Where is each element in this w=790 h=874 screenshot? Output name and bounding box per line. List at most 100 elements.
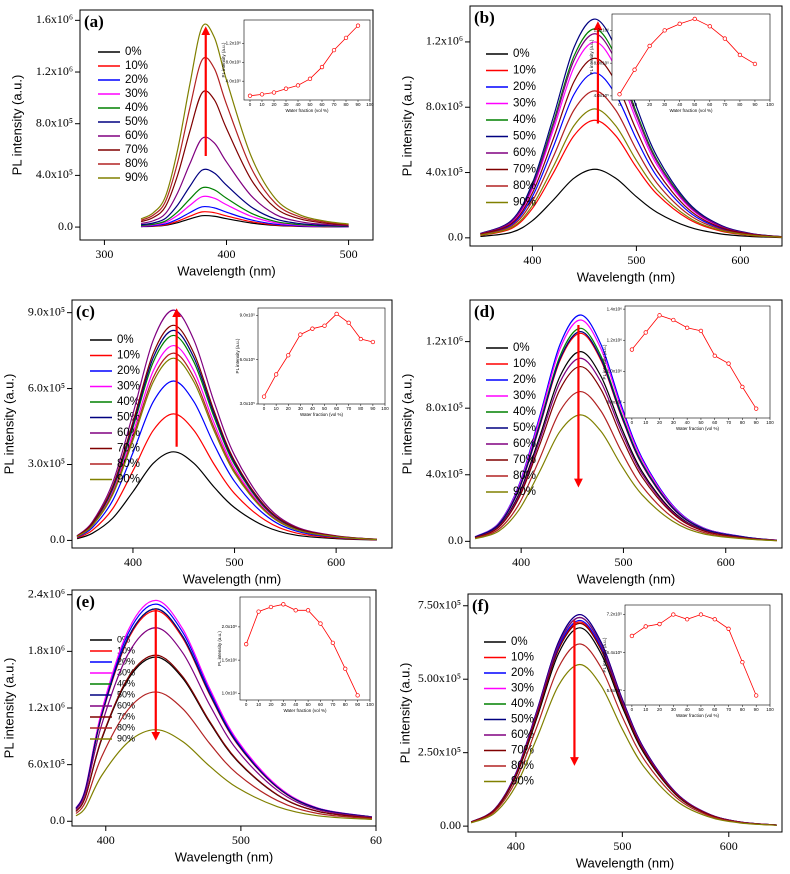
inset-x-tick-label: 90	[370, 406, 376, 411]
inset-x-tick-label: 80	[343, 102, 349, 107]
inset-y-tick-label: 2.0x10⁶	[222, 624, 238, 629]
legend-label: 30%	[513, 98, 536, 110]
legend-label: 30%	[511, 683, 534, 695]
y-tick-label: 0.0	[50, 532, 65, 546]
inset-point	[355, 693, 360, 698]
inset-point	[318, 621, 323, 626]
x-tick-label: 600	[717, 555, 735, 569]
legend-label: 80%	[513, 180, 536, 192]
inset-x-tick-label: 50	[698, 707, 704, 712]
legend-label: 0%	[125, 46, 142, 58]
inset-x-tick-label: 30	[662, 102, 668, 107]
y-tick-label: 2.50x10⁵	[418, 744, 461, 758]
inset-x-title: Water fraction (vol %)	[283, 708, 327, 713]
legend-label: 60%	[511, 729, 534, 741]
legend-label: 0%	[511, 636, 528, 648]
inset-point	[671, 612, 676, 617]
legend-label: 90%	[117, 733, 135, 743]
legend-label: 90%	[513, 197, 536, 209]
inset-point	[322, 323, 327, 328]
inset-point	[268, 604, 274, 610]
inset-x-tick-label: 90	[754, 420, 760, 425]
inset-x-tick-label: 70	[722, 102, 728, 107]
inset-x-tick-label: 50	[322, 406, 328, 411]
inset-line	[249, 25, 359, 97]
x-tick-label: 400	[523, 253, 541, 267]
legend-label: 90%	[513, 486, 536, 498]
inset-x-tick-label: 10	[274, 406, 280, 411]
inset-point	[692, 16, 697, 22]
legend-label: 40%	[511, 698, 534, 710]
y-tick-label: 8.0x10⁵	[36, 115, 73, 129]
inset-point	[343, 666, 348, 671]
spectrum-line	[140, 136, 349, 227]
spectrum-line	[140, 56, 349, 226]
panel-label: (d)	[474, 302, 495, 321]
inset-point	[740, 659, 745, 665]
spectrum-line	[470, 622, 777, 826]
y-axis-title: PL intensity (a.u.)	[399, 374, 414, 475]
inset-point	[629, 347, 635, 352]
inset-point	[671, 317, 676, 323]
y-tick-label: 6.0x10⁵	[28, 380, 65, 394]
inset-point	[295, 83, 301, 88]
legend-label: 60%	[513, 438, 536, 450]
inset-point	[752, 61, 758, 67]
inset-x-tick-label: 70	[346, 406, 352, 411]
x-axis-title: Wavelength (nm)	[175, 849, 274, 864]
inset-x-tick-label: 60	[712, 707, 718, 712]
inset-y-tick-label: 3.0x10⁵	[240, 401, 256, 406]
inset-x-tick-label: 10	[643, 707, 649, 712]
y-tick-label: 1.6x10⁶	[36, 12, 73, 26]
inset-point	[305, 608, 311, 613]
inset-y-title: PL intensity (a.u.)	[602, 637, 607, 672]
inset-point	[247, 93, 253, 98]
plot-frame	[469, 5, 783, 247]
y-tick-label: 5.00x10⁵	[418, 671, 461, 685]
inset-point	[310, 326, 315, 331]
y-tick-label: 0.0	[58, 219, 73, 233]
legend-label: 40%	[117, 678, 135, 688]
inset-x-tick-label: 90	[752, 102, 758, 107]
x-tick-label: 60	[370, 833, 382, 847]
inset-y-title: PL intensity (a.u.)	[589, 39, 594, 74]
x-tick-label: 400	[507, 839, 525, 853]
legend-label: 10%	[513, 358, 536, 370]
inset-point	[617, 92, 622, 97]
spectrum-line	[76, 451, 377, 541]
legend-label: 50%	[117, 412, 140, 424]
legend-label: 10%	[511, 652, 534, 664]
inset-x-tick-label: 0	[245, 702, 248, 707]
inset-x-title: Water fraction (vol %)	[676, 713, 720, 718]
inset-x-tick-label: 40	[685, 420, 691, 425]
panel: 400 500 6000.03.0x10⁵6.0x10⁵9.0x10⁵Wavelen…	[1, 299, 393, 586]
inset-y-tick-label: 1.2x10⁶	[226, 41, 242, 46]
inset-point	[643, 330, 648, 335]
x-axis-title: Wavelength (nm)	[577, 269, 676, 284]
inset-frame	[611, 13, 771, 101]
spectrum-line	[480, 108, 783, 238]
y-axis-title: PL intensity (a.u.)	[399, 76, 414, 177]
inset-point	[330, 640, 336, 646]
x-tick-label: 500	[627, 253, 645, 267]
panel: 400 500 6000.04.0x10⁵8.0x10⁵1.2x10⁶Wavelen…	[399, 299, 783, 586]
inset-y-tick-label: 1.2x10⁶	[594, 28, 610, 33]
inset: 0 10 20 30 40 50 60 70 80 90 100 3.0x10⁵ 6.0x10⁵ 9.0x…	[235, 307, 389, 417]
legend-label: 80%	[125, 158, 148, 170]
panel: 400 500 600.06.0x10⁵1.2x10⁶1.8x10⁶2.4x10⁶W…	[1, 586, 382, 864]
inset-x-tick-label: 50	[306, 702, 312, 707]
y-tick-label: 9.0x10⁵	[28, 304, 65, 318]
plot-frame	[467, 593, 783, 833]
legend-label: 10%	[125, 60, 148, 72]
legend-label: 70%	[513, 454, 536, 466]
inset-point	[662, 28, 667, 33]
legend-label: 30%	[117, 381, 140, 393]
inset-point	[657, 621, 662, 627]
legend-label: 60%	[117, 700, 135, 710]
panel-label: (a)	[84, 12, 104, 31]
inset-point	[712, 353, 717, 358]
inset-x-tick-label: 60	[707, 102, 713, 107]
inset-x-tick-label: 40	[685, 707, 691, 712]
legend-label: 10%	[117, 645, 135, 655]
x-tick-label: 400	[512, 555, 530, 569]
